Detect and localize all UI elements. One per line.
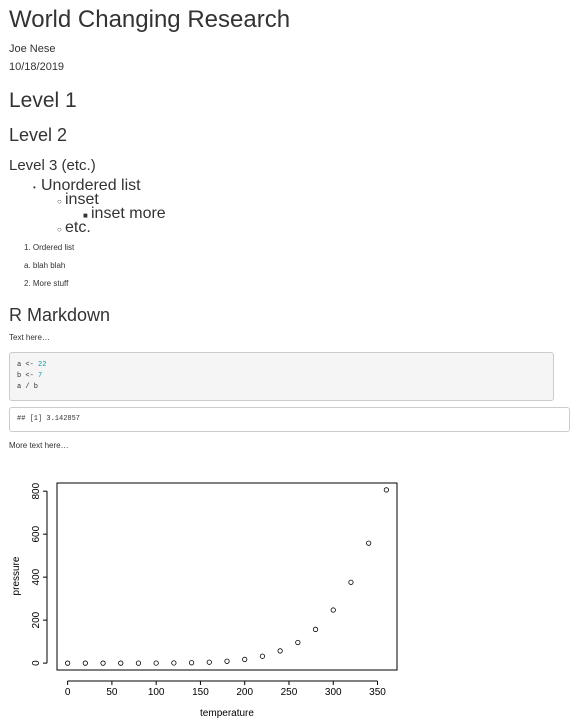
list-item-text: Unordered list: [41, 177, 141, 194]
code-number: 22: [38, 361, 47, 369]
y-tick-label: 600: [31, 525, 42, 542]
document: World Changing Research Joe Nese 10/18/2…: [9, 0, 570, 452]
ordered-list: 1. Ordered list a. blah blah 2. More stu…: [9, 242, 569, 290]
document-title: World Changing Research: [9, 6, 291, 33]
heading-level-1: Level 1: [9, 89, 77, 112]
plot-frame: [56, 482, 398, 671]
data-point: [206, 659, 212, 665]
heading-level-3: Level 3 (etc.): [9, 157, 96, 174]
list-item-text: inset: [65, 191, 99, 208]
data-point: [366, 540, 372, 546]
x-axis-label: temperature: [200, 708, 254, 719]
code-chunk: a <- 22 b <- 7 a / b: [9, 352, 554, 401]
bullet-circle-icon: ○: [57, 225, 62, 234]
code-line: b <- 7: [17, 371, 546, 382]
list-item: • Unordered list: [33, 177, 569, 194]
data-point: [188, 660, 195, 666]
data-point: [330, 607, 336, 613]
ordered-list-item: 1. Ordered list: [24, 243, 75, 252]
bullet-square-icon: ■: [83, 211, 88, 220]
list-item-text: inset more: [91, 205, 166, 222]
data-point: [348, 579, 354, 585]
code-text: a <-: [17, 361, 39, 369]
code-text: b <-: [17, 372, 39, 380]
data-point: [118, 660, 124, 666]
y-tick-label: 200: [31, 611, 42, 628]
x-tick-label: 200: [236, 687, 253, 698]
author: Joe Nese: [9, 43, 56, 55]
paragraph: Text here…: [9, 333, 50, 342]
x-tick-label: 100: [148, 687, 165, 698]
data-point: [171, 660, 177, 666]
data-point: [242, 656, 248, 663]
code-output: ## [1] 3.142857: [9, 407, 570, 432]
data-point: [259, 653, 266, 659]
data-point: [312, 626, 319, 632]
x-tick-label: 250: [281, 687, 298, 698]
data-point: [295, 639, 301, 646]
x-tick-label: 350: [369, 687, 386, 698]
code-number: 7: [38, 372, 43, 380]
plot-axes: 0 50 100 150 200 250 300 350 0 200 400 600 800: [31, 482, 398, 698]
bullet-circle-icon: ○: [57, 197, 62, 206]
x-tick-label: 50: [106, 687, 118, 698]
date: 10/18/2019: [9, 61, 65, 73]
y-tick-label: 400: [31, 568, 42, 585]
list-item: ■ inset more: [83, 205, 569, 222]
paragraph: More text here…: [9, 441, 69, 450]
code-line: a <- 22: [17, 360, 546, 371]
heading-level-2: Level 2: [9, 125, 68, 145]
data-point: [65, 660, 71, 666]
data-point: [82, 660, 88, 666]
y-axis-label: pressure: [11, 556, 22, 595]
y-tick-label: 0: [31, 660, 42, 666]
plot-points: [65, 487, 389, 666]
list-item: ○ etc.: [57, 219, 569, 236]
list-item-text: etc.: [65, 219, 91, 236]
data-point: [135, 660, 142, 666]
code-text: a / b: [17, 383, 39, 391]
ordered-list-item: 2. More stuff: [24, 279, 69, 288]
x-tick-label: 0: [65, 687, 71, 698]
bullet-disc-icon: •: [33, 183, 36, 192]
data-point: [224, 658, 230, 664]
data-point: [383, 487, 389, 493]
data-point: [277, 648, 283, 654]
heading-r-markdown: R Markdown: [9, 305, 111, 325]
ordered-list-item: a. blah blah: [24, 261, 66, 270]
scatter-plot: 0 50 100 150 200 250 300 350 0 200 400 600 800 tempe…: [11, 482, 398, 719]
unordered-list: • Unordered list ○ inset ■ inset more ○ etc.: [9, 177, 569, 236]
list-item: ○ inset: [57, 191, 569, 208]
data-point: [153, 660, 159, 666]
code-line: a / b: [17, 382, 546, 393]
y-tick-label: 800: [31, 482, 42, 499]
x-tick-label: 150: [192, 687, 209, 698]
x-tick-label: 300: [325, 687, 342, 698]
data-point: [100, 660, 106, 666]
